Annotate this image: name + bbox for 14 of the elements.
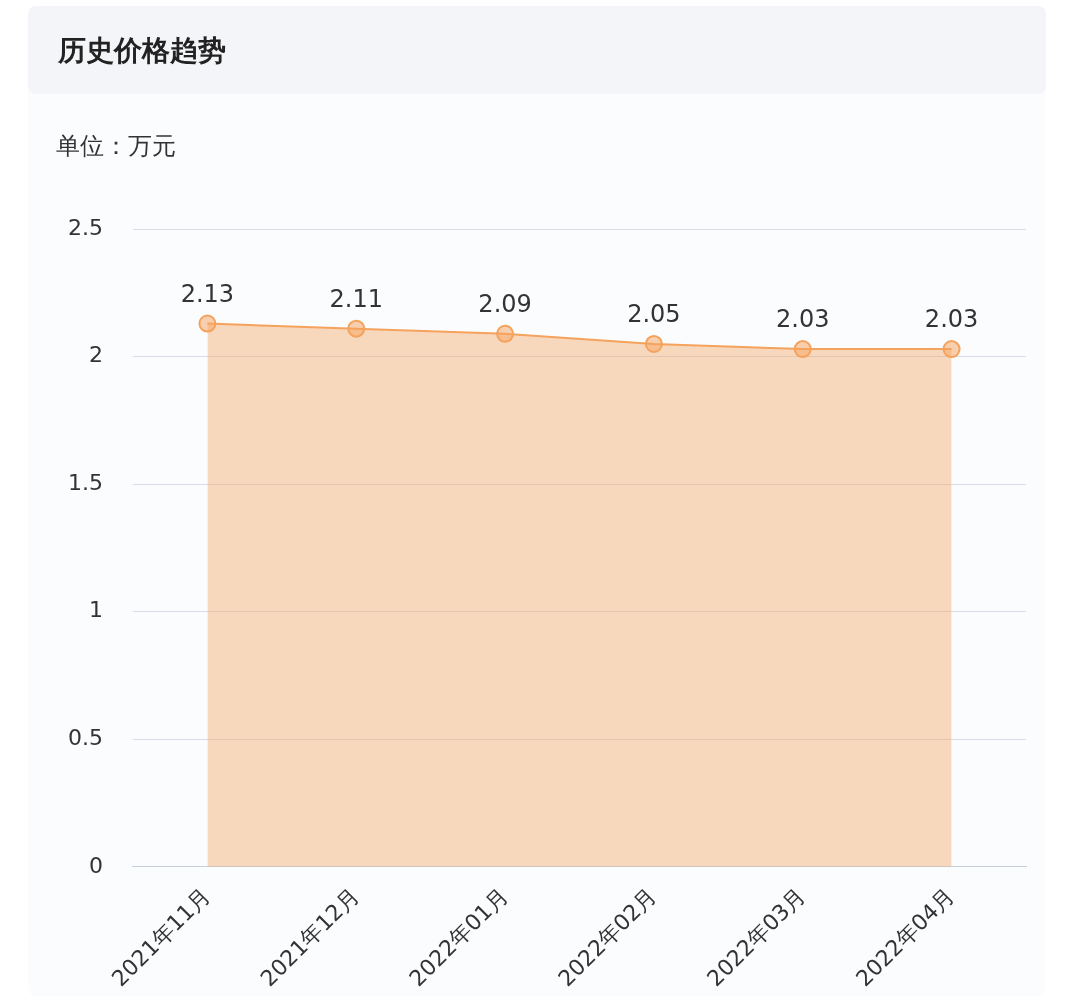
chart-title: 历史价格趋势 xyxy=(58,33,226,69)
y-tick-label: 0.5 xyxy=(67,725,103,751)
data-label: 2.11 xyxy=(329,284,383,313)
y-axis-title: 单位：万元 xyxy=(56,131,176,162)
y-tick-label: 1 xyxy=(88,597,103,623)
y-tick-label: 2.5 xyxy=(67,214,103,240)
data-label: 2.03 xyxy=(776,305,830,334)
data-label: 2.05 xyxy=(627,300,681,329)
data-label: 2.13 xyxy=(180,279,235,308)
y-tick-label: 1.5 xyxy=(67,469,103,495)
data-label: 2.09 xyxy=(478,290,532,319)
data-label: 2.03 xyxy=(924,305,979,334)
y-tick-label: 2 xyxy=(88,342,103,368)
y-tick-label: 0 xyxy=(88,852,103,878)
